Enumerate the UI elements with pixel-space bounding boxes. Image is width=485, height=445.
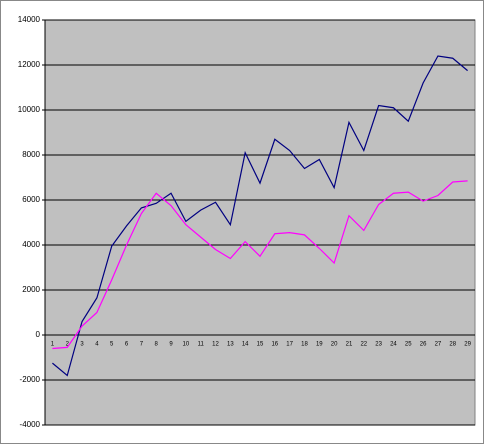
- x-tick-label: 1: [51, 342, 55, 348]
- y-tick-label: 6000: [22, 195, 40, 204]
- x-tick-label: 6: [125, 342, 129, 348]
- y-tick-label: 12000: [18, 60, 41, 69]
- x-tick-label: 12: [212, 342, 219, 348]
- y-tick-label: 0: [36, 330, 41, 339]
- x-tick-label: 10: [183, 342, 190, 348]
- y-tick-label: 10000: [18, 105, 41, 114]
- x-tick-label: 18: [301, 342, 308, 348]
- y-tick-label: -2000: [20, 375, 41, 384]
- x-tick-label: 2: [66, 342, 70, 348]
- x-tick-label: 22: [360, 342, 367, 348]
- x-tick-label: 17: [286, 342, 293, 348]
- series-line: [52, 180, 468, 350]
- x-tick-label: 15: [257, 342, 264, 348]
- x-tick-label: 19: [316, 342, 323, 348]
- series-line: [52, 55, 468, 377]
- y-tick-label: 2000: [22, 285, 40, 294]
- x-tick-label: 21: [346, 342, 353, 348]
- x-tick-label: 9: [169, 342, 173, 348]
- x-tick-label: 20: [331, 342, 338, 348]
- x-tick-label: 13: [227, 342, 234, 348]
- x-tick-label: 28: [449, 342, 456, 348]
- x-tick-label: 27: [435, 342, 442, 348]
- x-tick-label: 26: [420, 342, 427, 348]
- x-tick-label: 4: [95, 342, 99, 348]
- x-tick-label: 8: [155, 342, 159, 348]
- plot-area: [44, 19, 476, 426]
- x-tick-label: 29: [464, 342, 471, 348]
- y-tick-label: 8000: [22, 150, 40, 159]
- x-tick-label: 16: [271, 342, 278, 348]
- x-tick-label: 23: [375, 342, 382, 348]
- y-tick-label: 4000: [22, 240, 40, 249]
- x-tick-label: 25: [405, 342, 412, 348]
- x-tick-label: 3: [80, 342, 84, 348]
- x-tick-label: 14: [242, 342, 249, 348]
- x-tick-label: 7: [140, 342, 144, 348]
- y-tick-label: -4000: [20, 420, 41, 429]
- x-tick-label: 24: [390, 342, 397, 348]
- x-tick-label: 5: [110, 342, 114, 348]
- y-tick-label: 14000: [18, 15, 41, 24]
- x-tick-label: 11: [198, 342, 205, 348]
